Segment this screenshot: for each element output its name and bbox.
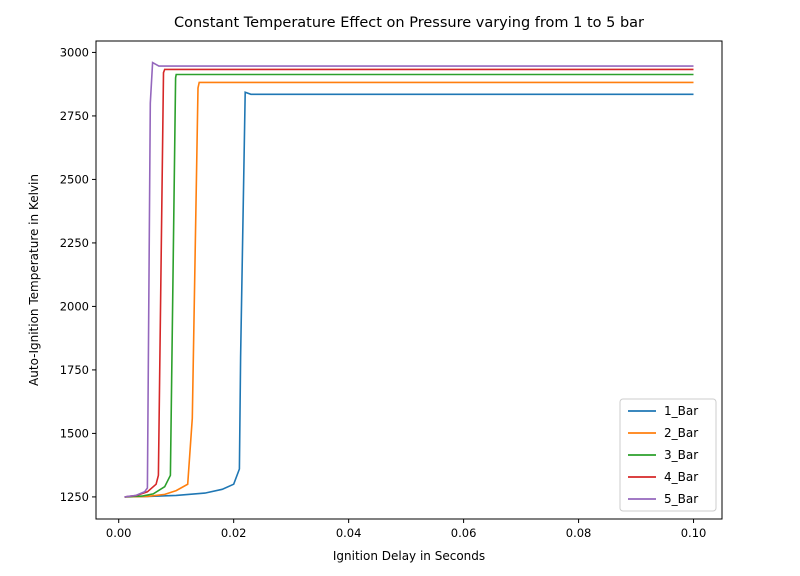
legend-label: 3_Bar xyxy=(664,448,698,462)
series-line-5_Bar xyxy=(124,61,694,498)
x-tick-label: 0.10 xyxy=(681,526,707,540)
x-tick-label: 0.02 xyxy=(221,526,247,540)
x-tick-label: 0.04 xyxy=(336,526,362,540)
y-tick-label: 1250 xyxy=(60,490,89,504)
legend-label: 5_Bar xyxy=(664,492,698,506)
legend-label: 2_Bar xyxy=(664,426,698,440)
series-line-4_Bar xyxy=(124,68,694,498)
x-tick-label: 0.08 xyxy=(566,526,592,540)
plot-frame xyxy=(95,40,723,520)
y-tick-label: 3000 xyxy=(60,45,89,59)
x-tick-label: 0.06 xyxy=(451,526,477,540)
series-line-3_Bar xyxy=(124,73,694,498)
chart-title: Constant Temperature Effect on Pressure … xyxy=(174,15,644,31)
legend: 1_Bar 2_Bar 3_Bar 4_Bar 5_Bar xyxy=(619,398,717,512)
legend-box xyxy=(619,398,717,512)
legend-label: 4_Bar xyxy=(664,470,698,484)
y-tick-label: 2500 xyxy=(60,172,89,186)
y-tick-label: 1750 xyxy=(60,363,89,377)
series-line-1_Bar xyxy=(124,91,694,498)
y-tick-label: 2000 xyxy=(60,299,89,313)
y-axis-label: Auto-Ignition Temperature in Kelvin xyxy=(27,174,41,386)
y-tick-label: 1500 xyxy=(60,426,89,440)
y-tick-label: 2250 xyxy=(60,236,89,250)
x-axis-label: Ignition Delay in Seconds xyxy=(333,549,485,563)
legend-label: 1_Bar xyxy=(664,404,698,418)
y-tick-label: 2750 xyxy=(60,109,89,123)
x-tick-label: 0.00 xyxy=(106,526,132,540)
series-line-2_Bar xyxy=(124,81,694,498)
